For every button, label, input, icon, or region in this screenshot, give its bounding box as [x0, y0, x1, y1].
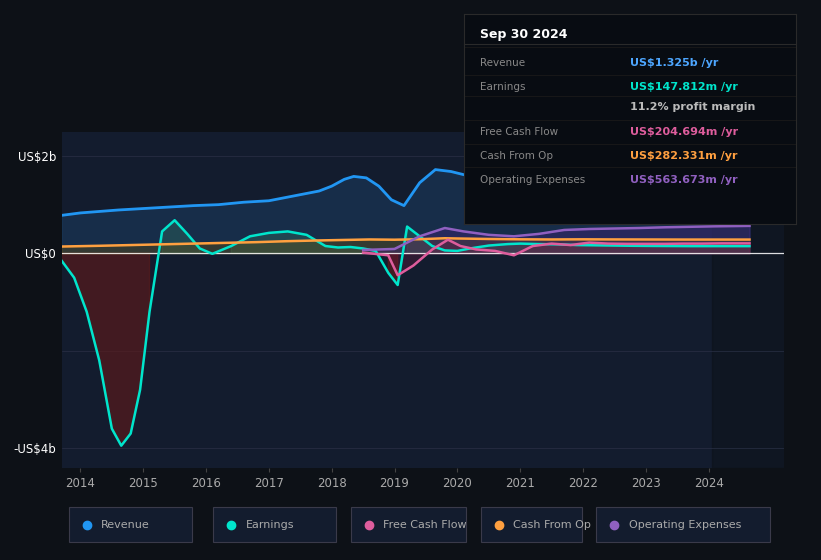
FancyBboxPatch shape — [596, 507, 769, 542]
Text: Operating Expenses: Operating Expenses — [480, 175, 585, 185]
Text: 11.2% profit margin: 11.2% profit margin — [631, 102, 755, 113]
Text: Earnings: Earnings — [245, 520, 294, 530]
FancyBboxPatch shape — [480, 507, 582, 542]
Text: Cash From Op: Cash From Op — [513, 520, 591, 530]
Text: Earnings: Earnings — [480, 82, 526, 92]
Text: Revenue: Revenue — [101, 520, 150, 530]
Bar — [712, 132, 791, 468]
Text: Operating Expenses: Operating Expenses — [629, 520, 741, 530]
Text: US$1.325b /yr: US$1.325b /yr — [631, 58, 718, 68]
FancyBboxPatch shape — [213, 507, 336, 542]
Text: US$282.331m /yr: US$282.331m /yr — [631, 151, 737, 161]
Text: US$204.694m /yr: US$204.694m /yr — [631, 127, 738, 137]
Text: Free Cash Flow: Free Cash Flow — [480, 127, 558, 137]
Text: Revenue: Revenue — [480, 58, 525, 68]
Text: Sep 30 2024: Sep 30 2024 — [480, 27, 568, 41]
Text: Cash From Op: Cash From Op — [480, 151, 553, 161]
Text: US$147.812m /yr: US$147.812m /yr — [631, 82, 738, 92]
FancyBboxPatch shape — [351, 507, 466, 542]
Text: Free Cash Flow: Free Cash Flow — [383, 520, 466, 530]
Text: US$563.673m /yr: US$563.673m /yr — [631, 175, 738, 185]
FancyBboxPatch shape — [69, 507, 191, 542]
